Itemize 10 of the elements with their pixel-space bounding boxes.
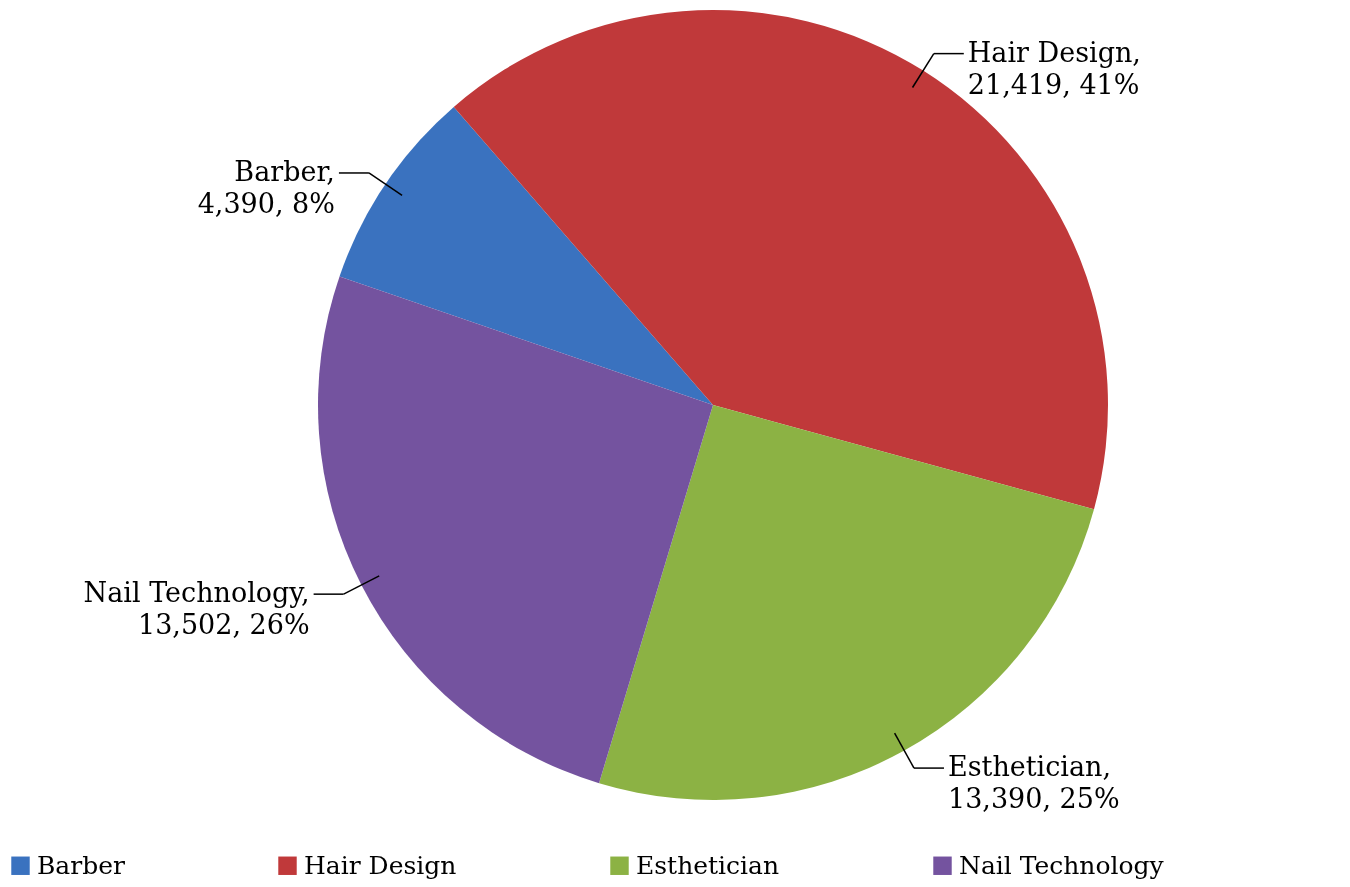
data-label: Hair Design, 21,419, 41% bbox=[967, 36, 1141, 100]
data-label: Nail Technology, 13,502, 26% bbox=[83, 577, 310, 641]
legend-label: Hair Design bbox=[304, 850, 457, 880]
legend-label: Nail Technology bbox=[959, 850, 1165, 880]
data-label: Esthetician, 13,390, 25% bbox=[947, 751, 1120, 815]
data-label: Barber, 4,390, 8% bbox=[197, 155, 335, 219]
pie-slice bbox=[318, 276, 713, 784]
legend-label: Barber bbox=[37, 850, 126, 880]
legend-label: Esthetician bbox=[636, 850, 780, 880]
pie-slice bbox=[339, 106, 713, 405]
